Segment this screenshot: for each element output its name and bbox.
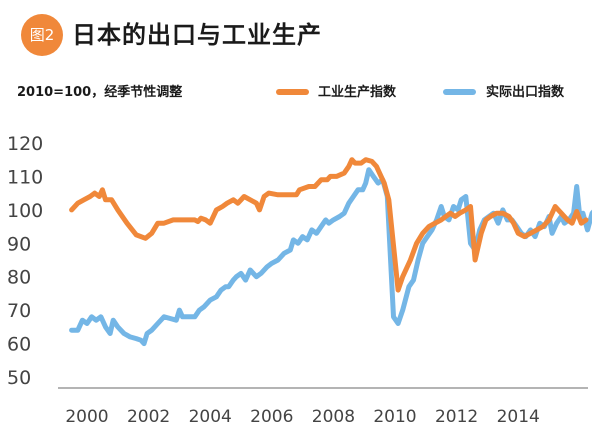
series-lines bbox=[69, 157, 592, 347]
y-tick-label: 60 bbox=[7, 334, 31, 356]
y-tick-label: 70 bbox=[7, 300, 31, 322]
x-tick-label: 2002 bbox=[127, 407, 170, 427]
y-axis-tick-labels: 50 60 70 80 90 100 110 120 bbox=[7, 133, 43, 389]
y-tick-label: 80 bbox=[7, 267, 31, 289]
x-tick-label: 2014 bbox=[497, 407, 540, 427]
x-tick-label: 2012 bbox=[435, 407, 478, 427]
chart-title: 日本的出口与工业生产 bbox=[72, 21, 322, 49]
x-tick-label: 2006 bbox=[250, 407, 293, 427]
x-tick-label: 2010 bbox=[373, 407, 416, 427]
y-tick-label: 90 bbox=[7, 233, 31, 255]
legend-label-industrial-production: 工业生产指数 bbox=[318, 85, 397, 100]
y-tick-label: 110 bbox=[7, 166, 43, 188]
legend-swatch-industrial-production bbox=[276, 89, 309, 95]
x-tick-label: 2008 bbox=[312, 407, 355, 427]
legend-swatch-real-exports bbox=[443, 89, 476, 95]
x-axis-tick-labels: 2000 2002 2004 2006 2008 2010 2012 2014 bbox=[65, 407, 539, 427]
y-tick-label: 100 bbox=[7, 200, 43, 222]
x-tick-label: 2000 bbox=[65, 407, 108, 427]
figure-number-badge: 图2 bbox=[21, 14, 63, 56]
industrial-production-line bbox=[69, 157, 589, 293]
x-tick-label: 2004 bbox=[189, 407, 232, 427]
y-tick-label: 120 bbox=[7, 133, 43, 155]
y-tick-label: 50 bbox=[7, 367, 31, 389]
legend-label-real-exports: 实际出口指数 bbox=[486, 85, 565, 100]
chart-subtitle: 2010=100，经季节性调整 bbox=[17, 85, 183, 100]
real-exports-line bbox=[69, 167, 592, 347]
